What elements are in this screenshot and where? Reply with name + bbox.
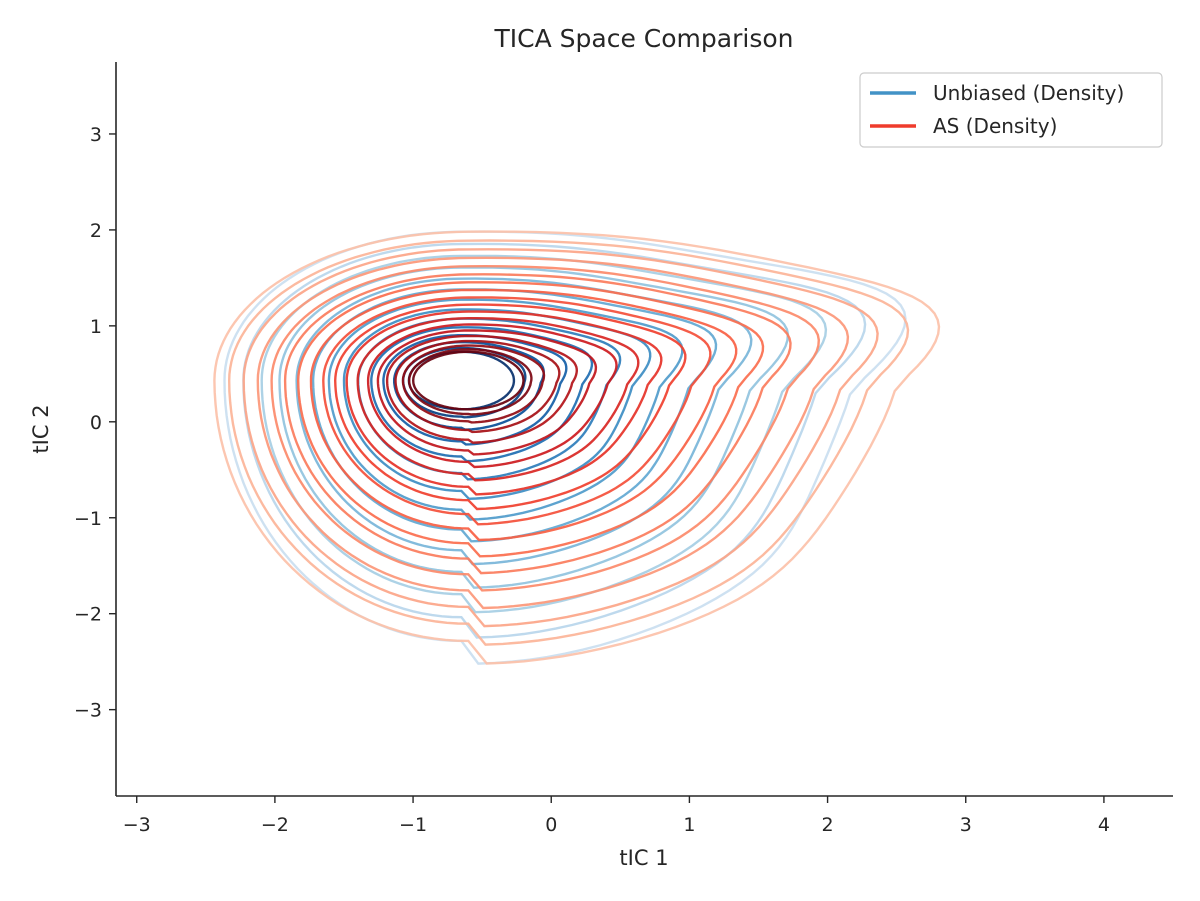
- unbiased-contour-line: [327, 298, 684, 521]
- y-tick-label: 0: [90, 412, 102, 434]
- legend-label-as: AS (Density): [933, 114, 1057, 138]
- as-contour-line: [322, 296, 712, 526]
- as-contour-line: [376, 329, 598, 456]
- y-axis: −3 −2 −1 0 1 2 3: [74, 62, 117, 796]
- y-tick-label: −2: [74, 604, 102, 626]
- unbiased-contour-line: [278, 266, 790, 589]
- as-contour-line: [296, 281, 765, 558]
- y-axis-label: tIC 2: [29, 404, 53, 453]
- y-tick-label: 3: [90, 124, 102, 146]
- x-axis-label: tIC 1: [619, 846, 668, 870]
- y-tick-label: −3: [74, 700, 102, 722]
- as-contour-line: [333, 303, 687, 511]
- unbiased-contour-line: [370, 326, 594, 463]
- unbiased-contour-line: [393, 341, 545, 431]
- as-contour-line: [394, 339, 561, 434]
- as-contour-line: [356, 317, 640, 482]
- unbiased-contour-line: [223, 230, 907, 665]
- x-tick-label: 4: [1098, 814, 1110, 836]
- as-contour-line: [227, 239, 910, 646]
- chart-title: TICA Space Comparison: [494, 24, 794, 53]
- as-contour-line: [309, 288, 738, 542]
- legend-label-unbiased: Unbiased (Density): [933, 81, 1124, 105]
- y-tick-label: 1: [90, 316, 102, 338]
- x-tick-label: 1: [683, 814, 695, 836]
- as-contour-line: [213, 230, 941, 665]
- x-tick-label: −1: [399, 814, 427, 836]
- unbiased-contour-line: [242, 242, 867, 639]
- x-tick-label: 2: [822, 814, 834, 836]
- as-contour-line: [408, 348, 533, 416]
- y-tick-label: −1: [74, 508, 102, 530]
- density-contours: [213, 230, 941, 665]
- x-tick-label: 3: [960, 814, 972, 836]
- plot-area: [213, 230, 941, 665]
- as-contour-line: [242, 248, 879, 628]
- x-tick-label: −3: [123, 814, 151, 836]
- as-contour-line: [283, 273, 792, 575]
- as-contour-line: [270, 264, 821, 592]
- as-contour-line: [401, 344, 546, 424]
- legend-box: [859, 72, 1163, 148]
- unbiased-contour-line: [311, 288, 718, 543]
- as-contour-line: [366, 323, 618, 469]
- as-contour-line: [411, 350, 525, 411]
- x-axis: −3 −2 −1 0 1 2 3 4: [116, 795, 1173, 836]
- as-contour-line: [385, 334, 579, 444]
- unbiased-contour-line: [260, 254, 828, 614]
- as-contour-line: [345, 310, 663, 496]
- x-tick-label: 0: [545, 814, 557, 836]
- as-contour-line: [256, 256, 850, 610]
- y-tick-label: 2: [90, 220, 102, 242]
- legend: Unbiased (Density) AS (Density): [859, 72, 1163, 148]
- x-tick-label: −2: [261, 814, 289, 836]
